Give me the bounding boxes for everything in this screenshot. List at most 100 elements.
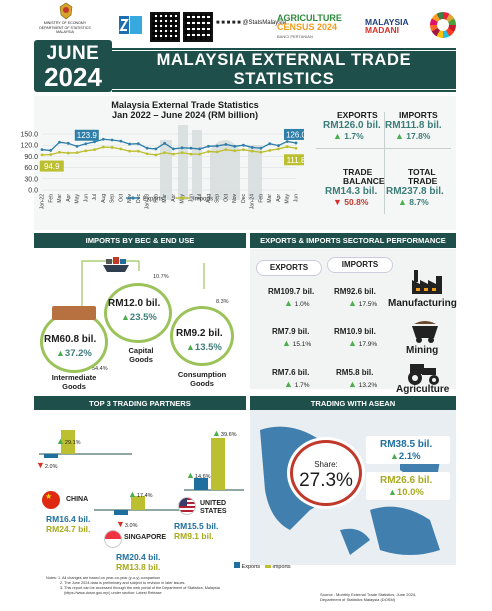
annotation-badge: [39, 160, 64, 172]
us-exports-change: 14.6%: [194, 474, 211, 480]
sector-manufacturing-label: Manufacturing: [388, 298, 457, 309]
data-point-imports: [154, 153, 158, 157]
agriculture-imports-change: 13.2%: [358, 382, 378, 389]
data-point-imports: [233, 149, 237, 153]
chart-title-line1: Malaysia External Trade Statistics: [111, 100, 259, 110]
ministry-line: MINISTRY OF ECONOMY: [43, 21, 87, 25]
x-tick-label: Feb: [153, 194, 159, 203]
data-point-exports: [215, 144, 219, 148]
kpi-exports-value: RM126.0 bil.: [323, 120, 381, 131]
chart-title-line2: Jan 2022 – June 2024 (RM billion): [111, 110, 259, 120]
up-arrow-icon: ▲: [333, 131, 342, 141]
data-point-exports: [128, 142, 131, 146]
us-label-line1: UNITED: [200, 500, 227, 507]
data-point-imports: [207, 150, 210, 153]
data-point-imports: [145, 152, 149, 156]
data-point-exports: [110, 138, 114, 142]
singapore-imports-value: RM13.8 bil.: [116, 562, 161, 572]
china-flag-icon: ★: [42, 491, 60, 509]
singapore-imports-change: 17.4%: [136, 493, 153, 499]
data-point-imports: [294, 146, 298, 150]
x-tick-label: Jul: [197, 194, 203, 200]
data-point-exports: [285, 140, 289, 143]
data-point-exports: [259, 146, 263, 150]
data-point-imports: [259, 150, 263, 154]
mining-exports-change: 15.1%: [292, 341, 312, 348]
kpi-exports: EXPORTS RM126.0 bil. ▲ 1.7%: [323, 110, 381, 141]
data-point-imports: [180, 151, 184, 155]
data-point-imports: [49, 153, 53, 156]
x-tick-label: May: [285, 194, 291, 204]
x-tick-label: Apr: [276, 194, 282, 202]
down-arrow-icon: ▼: [116, 519, 125, 529]
consumption-label-line1: Consumption: [177, 370, 227, 379]
singapore-label: SINGAPORE: [124, 534, 167, 541]
up-arrow-icon: ▲: [186, 342, 195, 352]
asean-imports-value: RM26.6 bil.: [380, 475, 433, 486]
qr-code-icon: [150, 12, 180, 42]
china-flag-star: ★: [45, 492, 53, 501]
legend-exports-marker: [131, 196, 135, 200]
manufacturing-imports-change: 17.5%: [358, 301, 378, 308]
sector-agriculture-label: Agriculture: [396, 384, 450, 395]
data-point-exports: [207, 144, 210, 148]
kpi-imports: IMPORTS RM111.8 bil. ▲ 17.8%: [385, 110, 442, 141]
kpi-imports-value: RM111.8 bil.: [385, 120, 442, 131]
us-exports-bar: [194, 478, 208, 490]
intermediate-label-line2: Goods: [62, 382, 86, 391]
stats-logo-icon: [118, 12, 144, 38]
data-point-exports: [242, 143, 245, 147]
legend-exports-label: Exports: [143, 197, 163, 203]
capital-label-line1: Capital: [128, 346, 154, 355]
x-tick-label: Jul: [92, 194, 98, 200]
chart-series: [40, 137, 298, 157]
data-point-imports: [268, 149, 272, 152]
data-point-imports: [58, 150, 61, 154]
legend-imports-label: Imports: [193, 197, 213, 203]
data-point-imports: [101, 145, 105, 149]
title-line2: STATISTICS: [233, 70, 335, 88]
data-point-exports: [171, 147, 175, 151]
data-point-imports: [119, 147, 123, 151]
up-arrow-icon: ▲: [282, 338, 291, 348]
data-point-imports: [224, 148, 228, 152]
data-point-exports: [49, 149, 53, 152]
kpi-trade-balance-value: RM14.3 bil.: [325, 186, 378, 197]
us-label-line2: STATES: [200, 508, 227, 515]
legend-imports-text: Imports: [272, 564, 291, 570]
x-tick-label: Mar: [162, 194, 168, 203]
capital-value: RM12.0 bil.: [108, 298, 161, 309]
note-2: 2. The June 2024 data is preliminary and…: [60, 581, 186, 585]
asean-imports-card: [366, 472, 450, 500]
ministry-name: MINISTRY OF ECONOMY DEPARTMENT OF STATIS…: [30, 21, 100, 35]
data-point-imports: [250, 149, 254, 153]
china-label: CHINA: [66, 496, 89, 503]
agriculture-exports-change: 1.7%: [294, 382, 310, 389]
sectoral-heading: EXPORTS & IMPORTS SECTORAL PERFORMANCE: [250, 233, 456, 248]
intermediate-label: Intermediate Goods: [44, 373, 104, 391]
data-point-imports: [110, 146, 114, 149]
notes-label: Notes:: [46, 576, 57, 580]
sectoral-imports-tab: IMPORTS: [327, 257, 393, 273]
social-glyphs: ■ ■ ■ ■ ■: [216, 20, 243, 26]
asean-exports-change: 2.1%: [398, 451, 421, 462]
period-year: 2024: [44, 62, 102, 92]
data-point-imports: [66, 151, 70, 155]
agri-line1: AGRICULTURE: [277, 13, 342, 23]
x-tick-label: Aug: [101, 194, 107, 203]
data-point-exports: [180, 146, 184, 150]
sectoral-exports-tab: EXPORTS: [256, 260, 322, 276]
x-tick-label: Nov: [232, 194, 238, 203]
data-point-exports: [101, 137, 105, 141]
capital-share: 10.7%: [153, 274, 169, 280]
factory-icon: [410, 266, 444, 296]
title-line1: MALAYSIA EXTERNAL TRADE: [156, 51, 412, 69]
y-axis: 0.0 30.0 60.0 90.0 120.0 150.0: [20, 132, 296, 195]
consumption-goods-circle: [170, 306, 234, 366]
note-3: 3. This report can be accessed through t…: [60, 586, 220, 590]
singapore-exports-change: 3.0%: [124, 523, 138, 529]
legend-exports-text: Exports: [241, 564, 261, 570]
data-point-exports: [189, 146, 193, 150]
asean-share-value: 27.3%: [299, 470, 353, 491]
malaysia-madani-logo: MALAYSIA MADANI: [365, 18, 409, 35]
